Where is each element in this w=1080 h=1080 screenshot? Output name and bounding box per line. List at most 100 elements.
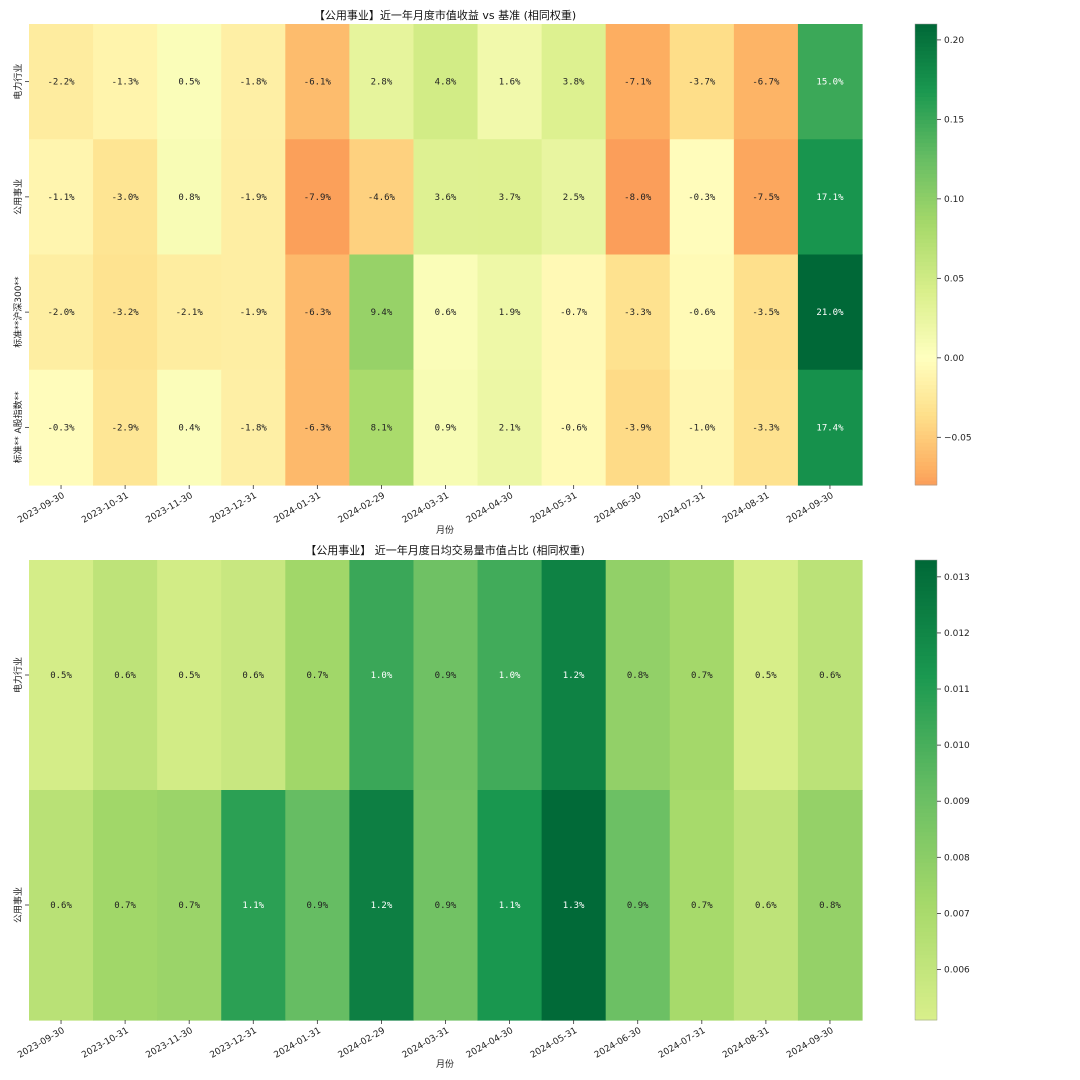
cell-value-label: -6.1% [304, 78, 332, 88]
colorbar-strip [915, 736, 937, 741]
heatmap-cell [29, 790, 94, 1021]
heatmap-cell [413, 560, 479, 791]
colorbar-strip [915, 100, 937, 106]
colorbar-strip [915, 200, 937, 206]
cell-value-label: 0.7% [114, 901, 136, 911]
colorbar-strip [915, 1008, 937, 1013]
colorbar-tick-label: 0.011 [944, 685, 970, 695]
colorbar-strip [915, 166, 937, 171]
colorbar-strip [915, 127, 937, 133]
colorbar-strip [915, 958, 937, 963]
colorbar-strip [915, 905, 937, 910]
colorbar-strip [915, 974, 937, 979]
colorbar-strip [915, 427, 937, 432]
heatmap-cell [541, 254, 607, 371]
cell-value-label: 1.0% [499, 671, 521, 681]
cell-value-label: 0.6% [435, 308, 457, 318]
colorbar-strip [915, 659, 937, 664]
colorbar-strip [915, 143, 937, 148]
cell-value-label: 0.5% [178, 78, 200, 88]
cell-value-label: 0.4% [178, 423, 200, 433]
colorbar-strip [915, 809, 937, 814]
colorbar-strip [915, 181, 937, 186]
colorbar-strip [915, 43, 937, 48]
colorbar-strip [915, 640, 937, 645]
colorbar-strip [915, 1016, 937, 1021]
cell-value-label: 17.4% [816, 423, 844, 433]
colorbar-tick-label: 0.006 [944, 966, 970, 976]
cell-value-label: -1.8% [240, 423, 268, 433]
heatmap-cell [349, 24, 415, 140]
heatmap-cell [413, 24, 479, 140]
colorbar-strip [915, 744, 937, 749]
y-tick-label: 标准** A股指数** [12, 391, 24, 464]
colorbar-strip [915, 793, 937, 799]
colorbar-tick-label: 0.012 [944, 629, 970, 639]
cell-value-label: 0.9% [435, 901, 457, 911]
colorbar-strip [915, 935, 937, 940]
colorbar-strip [915, 675, 937, 680]
colorbar-strip [915, 843, 937, 848]
colorbar-strip [915, 93, 937, 98]
colorbar-strip [915, 579, 937, 584]
colorbar-strip [915, 193, 937, 198]
heatmap-cell [29, 139, 94, 256]
colorbar-strip [915, 820, 937, 825]
colorbar-strip [915, 782, 937, 787]
heatmap-cell [797, 560, 863, 791]
colorbar-strip [915, 686, 937, 691]
colorbar-strip [915, 839, 937, 845]
heatmap-cell [541, 790, 607, 1021]
colorbar-strip [915, 1004, 937, 1009]
colorbar-strip [915, 70, 937, 75]
colorbar-strip [915, 289, 937, 294]
colorbar-strip [915, 58, 937, 63]
heatmap-cell [797, 24, 863, 140]
colorbar-strip [915, 648, 937, 653]
cell-value-label: 0.8% [627, 671, 649, 681]
colorbar-strip [915, 989, 937, 994]
colorbar-strip [915, 139, 937, 144]
colorbar-strip [915, 281, 937, 286]
cell-value-label: 1.1% [499, 901, 521, 911]
heatmap-cell [605, 560, 671, 791]
colorbar-strip [915, 266, 937, 271]
colorbar-tick-label: 0.009 [944, 797, 970, 807]
colorbar-strip [915, 227, 937, 232]
colorbar-strip [915, 108, 937, 113]
colorbar-strip [915, 308, 937, 313]
heatmap-cell [605, 139, 671, 256]
colorbar-strip [915, 239, 937, 244]
colorbar-strip [915, 35, 937, 40]
heatmap-cell [477, 254, 543, 371]
colorbar-strip [915, 242, 937, 248]
colorbar-strip [915, 369, 937, 375]
colorbar-strip [915, 617, 937, 622]
colorbar-strip [915, 89, 937, 94]
cell-value-label: -2.0% [47, 308, 75, 318]
colorbar: 0.013 0.012 0.011 0.010 0.009 0.008 0.007 0.006 [914, 559, 970, 1021]
colorbar-strip [915, 997, 937, 1002]
cell-value-label: -4.6% [368, 193, 396, 203]
colorbar-strip [915, 943, 937, 948]
colorbar-strip [915, 947, 937, 952]
colorbar-strip [915, 481, 937, 486]
colorbar-strip [915, 567, 937, 572]
colorbar-strip [915, 866, 937, 871]
cell-value-label: -2.9% [112, 423, 140, 433]
colorbar-strip [915, 770, 937, 776]
colorbar-strip [915, 717, 937, 722]
cell-value-label: -1.9% [240, 308, 268, 318]
colorbar-strip [915, 625, 937, 630]
colorbar-strip [915, 331, 937, 336]
heatmap-cell [733, 369, 799, 486]
colorbar-strip [915, 939, 937, 944]
cell-value-label: -0.6% [560, 423, 588, 433]
colorbar-strip [915, 223, 937, 229]
heatmap-cell [285, 139, 350, 256]
heatmap-cell [733, 24, 799, 140]
colorbar-strip [915, 54, 937, 60]
heatmap-cell [29, 560, 94, 791]
colorbar-strip [915, 928, 937, 933]
